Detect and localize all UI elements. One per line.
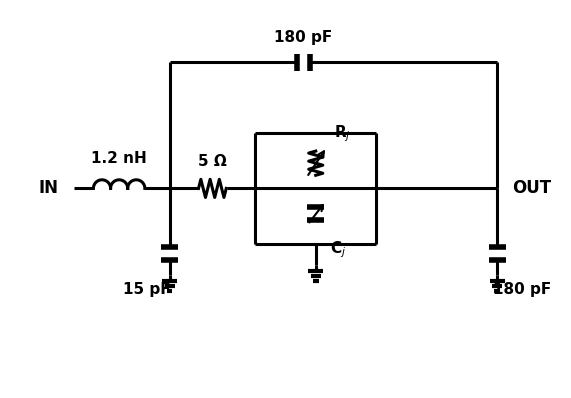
Text: OUT: OUT xyxy=(512,179,552,197)
Text: 1.2 nH: 1.2 nH xyxy=(91,151,147,166)
Text: R$_j$: R$_j$ xyxy=(333,123,351,144)
Text: IN: IN xyxy=(39,179,59,197)
Text: 180 pF: 180 pF xyxy=(493,282,552,297)
Text: 15 pF: 15 pF xyxy=(123,282,171,297)
Text: C$_j$: C$_j$ xyxy=(330,240,347,260)
Text: 5 Ω: 5 Ω xyxy=(198,154,227,169)
Text: 180 pF: 180 pF xyxy=(274,30,332,45)
